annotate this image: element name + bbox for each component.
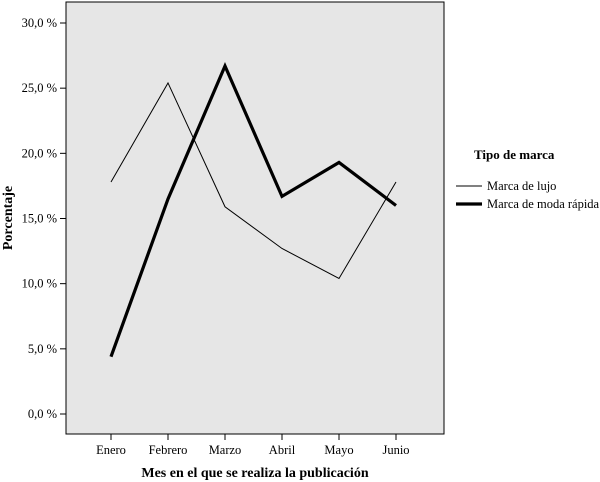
y-tick-label: 10,0 % [22,277,57,291]
y-axis-label: Porcentaje [1,186,16,250]
y-tick-label: 20,0 % [22,146,57,160]
y-tick-label: 0,0 % [28,407,57,421]
x-axis-label: Mes en el que se realiza la publicación [141,466,368,481]
x-tick-label: Febrero [149,443,188,457]
series-line-2 [109,61,397,358]
y-tick-label: 25,0 % [22,81,57,95]
y-tick-label: 5,0 % [28,342,57,356]
y-axis: 0,0 % 5,0 % 10,0 % 15,0 % 20,0 % 25,0 % 30,0 % [22,16,66,421]
legend-items: Marca de lujo Marca de moda rápida [456,179,600,211]
y-tick-label: 15,0 % [22,212,57,226]
y-tick-label: 30,0 % [22,16,57,30]
series-line-1 [110,81,397,280]
legend-label-1: Marca de lujo [487,179,556,193]
x-tick-label: Junio [382,443,409,457]
legend: Tipo de marca Marca de lujo Marca de moda… [456,147,600,211]
series-lines [109,61,397,358]
x-tick-label: Abril [269,443,296,457]
legend-label-2: Marca de moda rápida [487,197,600,211]
legend-title: Tipo de marca [474,147,555,162]
x-axis: Enero Febrero Marzo Abril Mayo Junio [96,434,410,457]
x-tick-label: Marzo [209,443,242,457]
plot-background [65,1,445,435]
x-tick-label: Enero [96,443,126,457]
x-tick-label: Mayo [324,443,353,457]
